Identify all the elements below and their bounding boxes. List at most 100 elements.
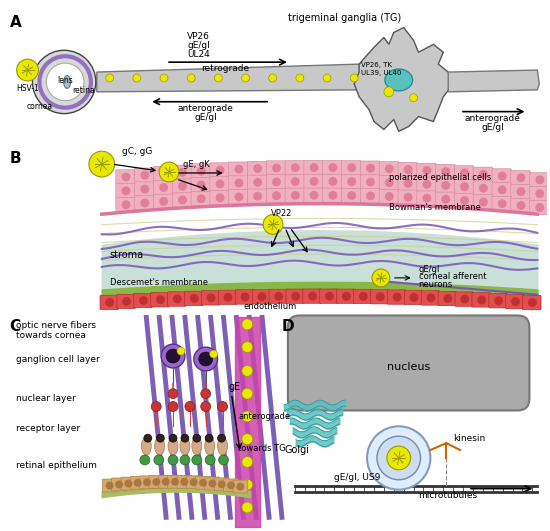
FancyBboxPatch shape	[266, 175, 285, 189]
FancyBboxPatch shape	[492, 196, 512, 211]
Circle shape	[422, 180, 431, 189]
Circle shape	[404, 165, 412, 174]
Circle shape	[269, 74, 277, 82]
FancyBboxPatch shape	[112, 478, 126, 491]
Circle shape	[310, 177, 318, 186]
FancyBboxPatch shape	[191, 178, 211, 192]
Circle shape	[159, 183, 168, 192]
Text: receptor layer: receptor layer	[15, 424, 80, 433]
Circle shape	[347, 191, 356, 200]
Circle shape	[197, 167, 206, 176]
Circle shape	[140, 455, 150, 465]
Circle shape	[377, 436, 421, 479]
FancyBboxPatch shape	[205, 477, 220, 490]
Circle shape	[328, 191, 337, 200]
Circle shape	[441, 181, 450, 190]
Circle shape	[144, 434, 152, 442]
Circle shape	[253, 164, 262, 173]
Circle shape	[159, 162, 179, 182]
Circle shape	[535, 189, 544, 198]
Text: VP26, TK: VP26, TK	[361, 62, 392, 68]
FancyBboxPatch shape	[100, 295, 118, 310]
Circle shape	[210, 350, 218, 358]
FancyBboxPatch shape	[530, 200, 549, 215]
Circle shape	[296, 74, 304, 82]
Circle shape	[181, 434, 189, 442]
Circle shape	[376, 292, 384, 301]
FancyBboxPatch shape	[135, 182, 154, 196]
Circle shape	[291, 191, 300, 200]
FancyBboxPatch shape	[421, 290, 439, 305]
FancyBboxPatch shape	[438, 292, 456, 306]
Circle shape	[171, 478, 179, 486]
Circle shape	[185, 401, 195, 412]
Circle shape	[201, 389, 211, 399]
FancyBboxPatch shape	[266, 189, 285, 203]
Circle shape	[115, 481, 123, 489]
Text: microtubules: microtubules	[419, 491, 477, 500]
Text: Bowman's membrane: Bowman's membrane	[389, 203, 481, 212]
Circle shape	[242, 341, 253, 353]
Circle shape	[443, 294, 452, 303]
FancyBboxPatch shape	[379, 189, 399, 204]
FancyBboxPatch shape	[342, 189, 361, 203]
FancyBboxPatch shape	[473, 195, 493, 209]
Circle shape	[201, 401, 211, 412]
Ellipse shape	[385, 69, 412, 91]
Circle shape	[178, 195, 187, 204]
FancyBboxPatch shape	[149, 475, 164, 489]
Circle shape	[122, 297, 131, 306]
Circle shape	[205, 455, 215, 465]
FancyBboxPatch shape	[489, 294, 507, 308]
Circle shape	[310, 191, 318, 200]
Circle shape	[516, 201, 525, 210]
FancyBboxPatch shape	[266, 161, 285, 175]
Circle shape	[291, 163, 300, 172]
FancyBboxPatch shape	[168, 292, 186, 306]
Text: kinesin: kinesin	[453, 434, 486, 443]
Text: retrograde: retrograde	[201, 64, 250, 73]
Text: ganglion cell layer: ganglion cell layer	[15, 355, 100, 364]
Text: retina: retina	[72, 86, 95, 95]
Circle shape	[242, 457, 253, 467]
Text: UL39, UL40: UL39, UL40	[361, 70, 402, 76]
FancyBboxPatch shape	[417, 163, 436, 178]
Circle shape	[253, 178, 262, 187]
Circle shape	[366, 164, 375, 173]
FancyBboxPatch shape	[454, 179, 474, 194]
Circle shape	[410, 293, 419, 302]
Text: VP22: VP22	[271, 210, 293, 218]
FancyBboxPatch shape	[252, 289, 271, 304]
Circle shape	[197, 181, 206, 190]
FancyBboxPatch shape	[342, 174, 361, 189]
Circle shape	[384, 87, 394, 97]
FancyBboxPatch shape	[511, 198, 530, 213]
FancyBboxPatch shape	[158, 475, 173, 488]
FancyBboxPatch shape	[196, 476, 211, 489]
FancyBboxPatch shape	[286, 289, 304, 304]
Circle shape	[460, 182, 469, 191]
FancyBboxPatch shape	[379, 175, 399, 190]
Circle shape	[535, 203, 544, 212]
FancyBboxPatch shape	[214, 478, 229, 491]
Circle shape	[325, 292, 334, 301]
FancyBboxPatch shape	[130, 476, 145, 489]
Circle shape	[242, 388, 253, 399]
Circle shape	[122, 186, 130, 195]
Circle shape	[350, 74, 358, 82]
Circle shape	[426, 294, 436, 302]
FancyBboxPatch shape	[436, 164, 455, 179]
Circle shape	[253, 192, 262, 201]
FancyBboxPatch shape	[304, 160, 323, 175]
FancyBboxPatch shape	[320, 289, 338, 303]
Text: gE: gE	[228, 382, 241, 392]
Text: Descemet's membrane: Descemet's membrane	[109, 278, 208, 287]
Circle shape	[193, 434, 201, 442]
Circle shape	[272, 177, 281, 186]
FancyBboxPatch shape	[151, 293, 169, 307]
FancyBboxPatch shape	[191, 192, 211, 206]
FancyBboxPatch shape	[455, 292, 474, 306]
Text: gC, gG: gC, gG	[122, 147, 152, 156]
Circle shape	[242, 502, 253, 513]
Circle shape	[291, 292, 300, 301]
